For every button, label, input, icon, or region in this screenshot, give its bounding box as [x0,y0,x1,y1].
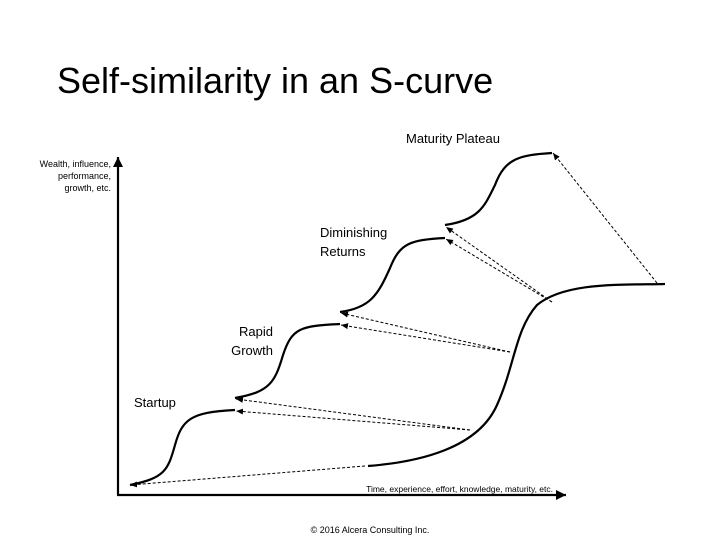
stage-label: Rapid [239,324,273,339]
stage-label: Growth [231,343,273,358]
stage-label: Returns [320,244,366,259]
stage-label: Startup [134,395,176,410]
svg-text:performance,: performance, [58,171,111,181]
axes [113,157,566,500]
stage-labels: Startup Rapid Growth Diminishing Returns… [134,131,500,410]
stage-label: Diminishing [320,225,387,240]
y-axis-label: Wealth, influence, performance, growth, … [40,159,111,193]
svg-text:Wealth, influence,: Wealth, influence, [40,159,111,169]
slide-title: Self-similarity in an S-curve [57,60,493,101]
footer: © 2016 Alcera Consulting Inc. [311,525,430,535]
dashed-arrows [129,152,658,488]
svg-text:growth, etc.: growth, etc. [64,183,111,193]
stage-label: Maturity Plateau [406,131,500,146]
s-curves [129,151,666,487]
x-axis-label: Time, experience, effort, knowledge, mat… [366,484,553,494]
